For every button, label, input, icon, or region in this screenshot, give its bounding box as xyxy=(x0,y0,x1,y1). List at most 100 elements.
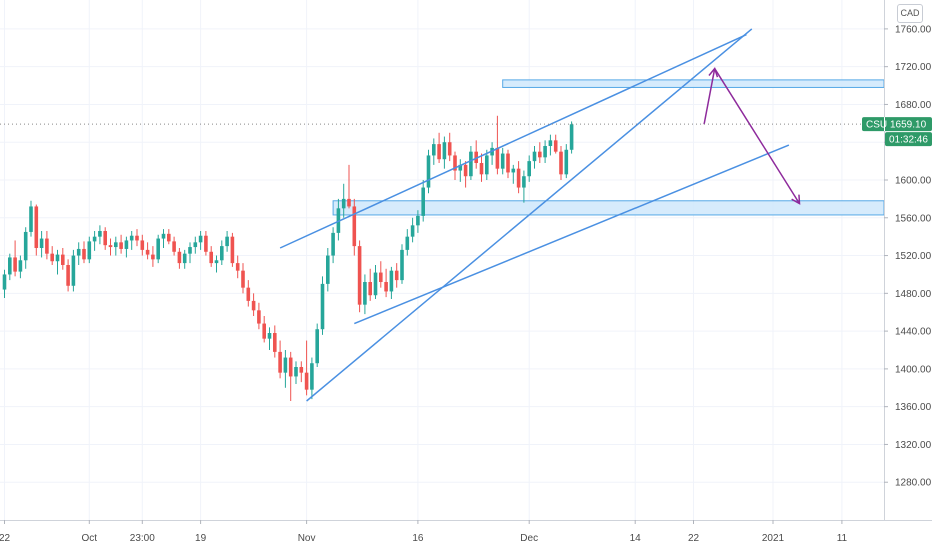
candle-body xyxy=(262,323,266,339)
candle-body xyxy=(394,270,399,281)
candle xyxy=(437,132,441,163)
candle xyxy=(331,227,335,264)
candle xyxy=(161,229,166,248)
candle xyxy=(177,248,182,269)
candle xyxy=(479,153,484,182)
candle xyxy=(384,268,388,298)
candle xyxy=(453,151,457,180)
candle-body xyxy=(368,282,372,296)
candle-body xyxy=(151,254,155,260)
currency-selector[interactable]: CAD xyxy=(897,4,923,23)
candle xyxy=(45,231,49,260)
candle xyxy=(553,134,558,154)
candle xyxy=(527,155,531,182)
x-tick-label: 2021 xyxy=(762,533,785,544)
candle-body xyxy=(363,282,367,305)
candle xyxy=(267,327,272,350)
resistance-zone xyxy=(502,79,885,88)
candle xyxy=(225,231,229,252)
candle-body xyxy=(442,142,447,160)
candle-body xyxy=(172,241,176,252)
candle xyxy=(373,265,378,299)
candle-body xyxy=(569,124,574,150)
x-tick-label: Nov xyxy=(298,533,316,544)
candle-body xyxy=(347,198,351,207)
candle-body xyxy=(564,149,569,175)
candle-body xyxy=(29,206,33,232)
candle xyxy=(257,302,261,330)
candle xyxy=(500,147,505,175)
projection-arrow-up xyxy=(703,68,716,125)
channel-upper-line xyxy=(279,33,747,249)
candle-body xyxy=(34,206,39,248)
x-tick-label: 16 xyxy=(412,533,424,544)
candle xyxy=(182,249,187,269)
candle-body xyxy=(432,144,436,156)
candle-body xyxy=(267,333,272,339)
candle-body xyxy=(548,140,553,146)
candle xyxy=(18,255,23,279)
candle xyxy=(140,234,145,256)
candle xyxy=(103,227,107,250)
rising-wedge-line xyxy=(306,28,753,402)
candle xyxy=(352,198,357,256)
y-tick-label: 1480.00 xyxy=(895,289,932,300)
candle xyxy=(341,183,346,218)
candle xyxy=(214,255,219,273)
candle-body xyxy=(400,249,404,281)
candle-body xyxy=(416,215,420,226)
candle-body xyxy=(241,270,245,288)
y-tick-label: 1360.00 xyxy=(895,402,932,413)
candle xyxy=(251,293,256,316)
candle-body xyxy=(23,231,28,261)
price-badge-countdown: 01:32:46 xyxy=(889,135,928,146)
candle xyxy=(61,248,65,270)
price-badge: CSU 1659.10 01:32:46 xyxy=(862,117,932,147)
candle xyxy=(2,269,7,299)
candle-body xyxy=(532,151,537,162)
candle xyxy=(474,140,478,169)
candle xyxy=(98,225,102,245)
candle-body xyxy=(310,363,314,390)
candle xyxy=(92,231,97,251)
candle-body xyxy=(8,257,12,275)
candle xyxy=(108,238,113,256)
candle-body xyxy=(479,163,484,175)
candle xyxy=(278,340,282,379)
candle xyxy=(421,180,425,222)
candle xyxy=(389,266,394,299)
candle xyxy=(447,132,452,162)
candle-body xyxy=(421,187,425,216)
candle xyxy=(76,242,81,265)
candle xyxy=(71,249,76,292)
candle-body xyxy=(426,155,431,188)
candle xyxy=(119,234,123,254)
projection-arrow-down-head xyxy=(791,194,801,205)
candle-body xyxy=(92,236,97,242)
time-axis[interactable]: 22 Oct 23:00 19 Nov 16 Dec 14 22 2021 11 xyxy=(0,520,848,544)
candle-body xyxy=(437,144,441,160)
x-tick-label: 22 xyxy=(688,533,700,544)
candle-body xyxy=(522,176,526,188)
candle-body xyxy=(553,140,558,152)
candle xyxy=(357,240,362,313)
candle-body xyxy=(516,168,521,188)
candle-body xyxy=(66,265,70,286)
candle xyxy=(548,134,553,156)
candle xyxy=(532,146,537,169)
candle xyxy=(82,241,86,264)
candle-body xyxy=(506,153,510,173)
y-tick-label: 1400.00 xyxy=(895,364,932,375)
candle-body xyxy=(193,242,198,248)
candle xyxy=(299,361,304,383)
y-tick-label: 1760.00 xyxy=(895,24,932,35)
candle-body xyxy=(161,233,166,239)
candle-body xyxy=(352,206,357,247)
candle-body xyxy=(469,151,473,177)
candle xyxy=(8,253,12,281)
candle xyxy=(135,229,139,247)
candle-body xyxy=(341,198,346,209)
candle-body xyxy=(357,246,362,305)
drawings-layer xyxy=(279,28,801,402)
